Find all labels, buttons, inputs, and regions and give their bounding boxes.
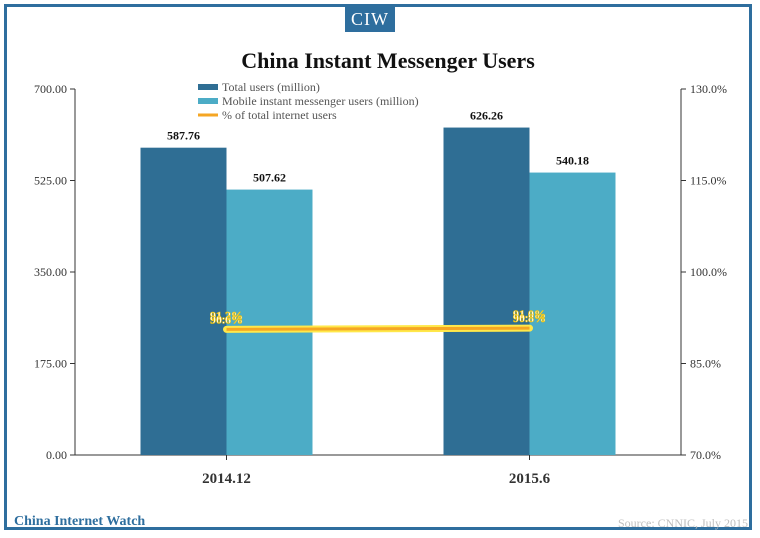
bar-data-label: 507.62: [253, 171, 286, 185]
y-right-tick-label: 115.0%: [690, 174, 727, 188]
data-labels: 587.76 507.62 626.26 540.18 91.2%90.6% 91.0%9…: [167, 109, 589, 327]
legend-swatch: [198, 113, 218, 117]
legend-swatch: [198, 84, 218, 90]
y-left-tick-label: 0.00: [46, 448, 67, 462]
percentage-line: [223, 324, 533, 333]
percentage-label-overlap: 91.0%: [513, 307, 546, 321]
x-tick-label: 2015.6: [509, 471, 551, 487]
ciw-logo: CIW: [345, 6, 395, 32]
legend: Total users (million)Mobile instant mess…: [198, 80, 419, 122]
y-right-tick-label: 85.0%: [690, 357, 721, 371]
chart-frame: [4, 4, 752, 530]
bar-data-label: 587.76: [167, 129, 200, 143]
bar-data-label: 626.26: [470, 109, 503, 123]
source-note: Source: CNNIC, July 2015: [618, 516, 748, 530]
bar-total-users: [140, 147, 227, 455]
y-left-tick-label: 525.00: [34, 174, 67, 188]
percentage-label-overlap: 91.2%: [210, 308, 243, 322]
y-left-tick-label: 350.00: [34, 265, 67, 279]
percentage-label: 90.8%: [513, 311, 546, 325]
chart-title: China Instant Messenger Users: [241, 48, 535, 73]
bar-data-label: 540.18: [556, 154, 589, 168]
axes: 0.00 175.00 350.00 525.00 700.00 70.0% 85.0% 10…: [34, 82, 727, 487]
legend-label: Mobile instant messenger users (million): [222, 94, 419, 108]
bars: [140, 127, 616, 456]
y-right-tick-label: 100.0%: [690, 265, 727, 279]
bar-mobile-users: [226, 189, 313, 455]
y-left-tick-label: 175.00: [34, 357, 67, 371]
brand-footer: China Internet Watch: [14, 514, 146, 529]
legend-label: Total users (million): [222, 80, 320, 94]
percentage-line-stroke: [226, 326, 530, 331]
bar-mobile-users: [529, 172, 616, 455]
y-right-tick-label: 70.0%: [690, 448, 721, 462]
y-left-tick-label: 700.00: [34, 82, 67, 96]
x-tick-label: 2014.12: [202, 471, 251, 487]
percentage-label: 90.6%: [210, 312, 243, 326]
legend-label: % of total internet users: [222, 108, 337, 122]
y-right-tick-label: 130.0%: [690, 82, 727, 96]
bar-total-users: [443, 127, 530, 456]
legend-swatch: [198, 98, 218, 104]
